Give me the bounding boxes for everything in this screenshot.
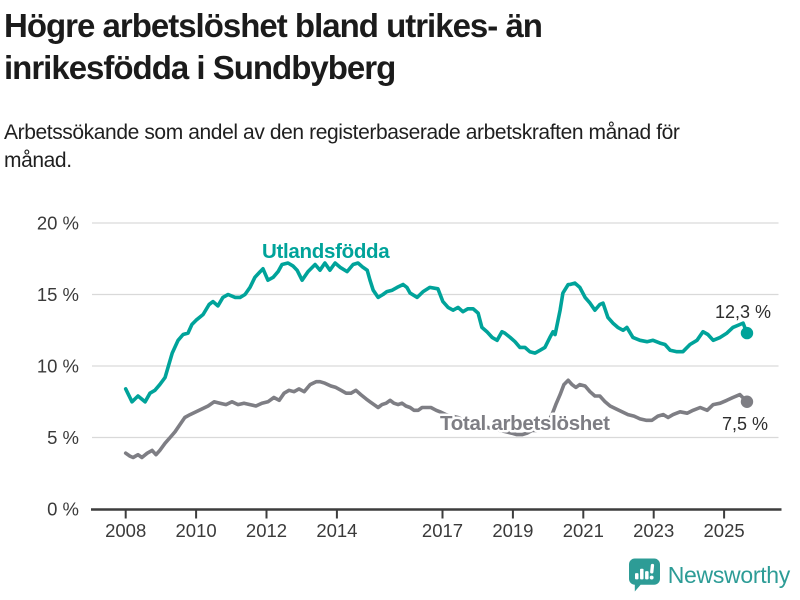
y-tick-label-5: 5 %: [47, 427, 79, 448]
chart-subtitle: Arbetssökande som andel av den registerb…: [4, 121, 680, 172]
x-tick-label-2012: 2012: [246, 520, 287, 541]
newsworthy-logo: Newsworthy: [628, 558, 791, 592]
x-tick-label-2008: 2008: [105, 520, 146, 541]
endpoint-dot-utlandsfodda: [740, 326, 754, 340]
x-tick-label-2010: 2010: [176, 520, 217, 541]
chart-title: Högre arbetslöshet bland utrikes- än inr…: [4, 7, 543, 87]
newsworthy-logo-icon: [628, 558, 660, 592]
newsworthy-logo-text: Newsworthy: [667, 561, 791, 588]
end-value-label-utlandsfodda: 12,3 %: [715, 302, 771, 322]
x-tick-label-2014: 2014: [316, 520, 357, 541]
x-tick-label-2019: 2019: [492, 520, 533, 541]
series-label-total: Total arbetslöshet: [440, 412, 610, 435]
x-tick-label-2017: 2017: [422, 520, 463, 541]
end-value-label-total: 7,5 %: [722, 414, 768, 434]
series-line-utlandsfodda: [123, 261, 749, 404]
series-line-total: [123, 378, 749, 460]
x-tick-label-2021: 2021: [563, 520, 604, 541]
y-tick-label-15: 15 %: [37, 284, 79, 305]
y-tick-label-10: 10 %: [37, 356, 79, 377]
y-tick-label-20: 20 %: [37, 213, 79, 234]
series-label-utlandsfodda: Utlandsfödda: [262, 240, 390, 263]
endpoint-dot-total: [740, 395, 754, 408]
y-tick-label-0: 0 %: [47, 499, 79, 520]
x-tick-label-2023: 2023: [633, 520, 674, 541]
x-tick-label-2025: 2025: [704, 520, 745, 541]
